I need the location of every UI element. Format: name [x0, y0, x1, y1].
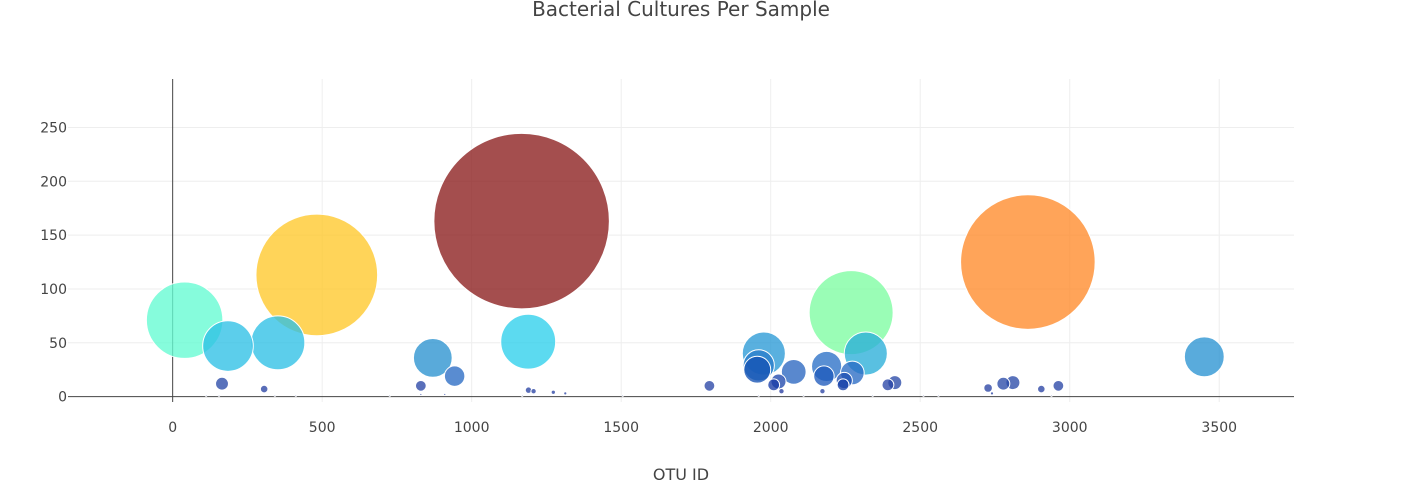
x-tick-label: 3000: [1052, 420, 1088, 436]
bubble-point[interactable]: [250, 315, 306, 371]
bubble-point[interactable]: [414, 379, 427, 392]
bubble-point[interactable]: [780, 358, 807, 385]
bubble-point[interactable]: [813, 365, 835, 387]
x-tick-label: 500: [309, 420, 336, 436]
x-tick-label: 1500: [603, 420, 639, 436]
x-tick-label: 2500: [902, 420, 938, 436]
bubble-point[interactable]: [443, 392, 447, 397]
bubble-point[interactable]: [419, 392, 423, 397]
bubble-point[interactable]: [1183, 336, 1225, 378]
bubble-point[interactable]: [202, 320, 254, 372]
bubble-point[interactable]: [778, 388, 785, 395]
x-tick-label: 1000: [454, 420, 490, 436]
bubble-layer: [145, 132, 1225, 397]
bubble-point[interactable]: [989, 391, 995, 396]
bubble-point[interactable]: [550, 389, 556, 395]
bubble-point[interactable]: [530, 388, 537, 395]
bubble-point[interactable]: [922, 394, 925, 397]
bubble-point[interactable]: [881, 378, 895, 392]
bubble-point[interactable]: [388, 394, 392, 397]
bubble-point[interactable]: [996, 376, 1011, 391]
bubble-point[interactable]: [294, 394, 298, 397]
y-tick-label: 250: [40, 120, 67, 136]
bubble-point[interactable]: [500, 313, 557, 370]
y-tick-label: 0: [58, 390, 67, 406]
bubble-point[interactable]: [757, 394, 761, 397]
tick-layer: 0 500 1000 1500 2000 2500 3000 3500 0 50 100 150 200…: [40, 120, 1237, 436]
y-tick-label: 50: [49, 336, 67, 352]
bubble-point[interactable]: [983, 383, 993, 393]
bubble-point[interactable]: [703, 379, 716, 392]
chart-title: Bacterial Cultures Per Sample: [532, 0, 830, 21]
y-tick-label: 100: [40, 282, 67, 298]
bubble-point[interactable]: [273, 394, 277, 397]
bubble-point[interactable]: [767, 378, 781, 392]
x-axis-title: OTU ID: [653, 465, 709, 484]
bubble-point[interactable]: [204, 394, 208, 397]
bubble-point[interactable]: [215, 376, 229, 391]
bubble-point[interactable]: [563, 391, 568, 396]
bubble-point[interactable]: [1052, 379, 1065, 392]
bubble-point[interactable]: [743, 355, 772, 384]
bubble-point[interactable]: [871, 394, 874, 397]
bubble-point[interactable]: [937, 394, 940, 397]
bubble-point[interactable]: [836, 378, 850, 392]
bubble-point[interactable]: [520, 394, 524, 397]
bubble-point[interactable]: [1037, 384, 1046, 394]
bubble-point[interactable]: [255, 213, 379, 337]
x-tick-label: 2000: [753, 420, 789, 436]
bubble-point[interactable]: [802, 394, 805, 397]
bubble-point[interactable]: [443, 365, 466, 387]
bubble-point[interactable]: [621, 394, 624, 397]
bubble-point[interactable]: [1050, 394, 1053, 397]
x-tick-label: 0: [168, 420, 177, 436]
bubble-point[interactable]: [960, 194, 1096, 330]
x-tick-label: 3500: [1201, 420, 1237, 436]
bubble-point[interactable]: [412, 337, 453, 378]
bubble-point[interactable]: [259, 384, 269, 394]
y-tick-label: 200: [40, 174, 67, 190]
bubble-point[interactable]: [217, 394, 221, 397]
y-tick-label: 150: [40, 228, 67, 244]
bubble-point[interactable]: [819, 388, 826, 395]
bubble-point[interactable]: [433, 132, 610, 310]
